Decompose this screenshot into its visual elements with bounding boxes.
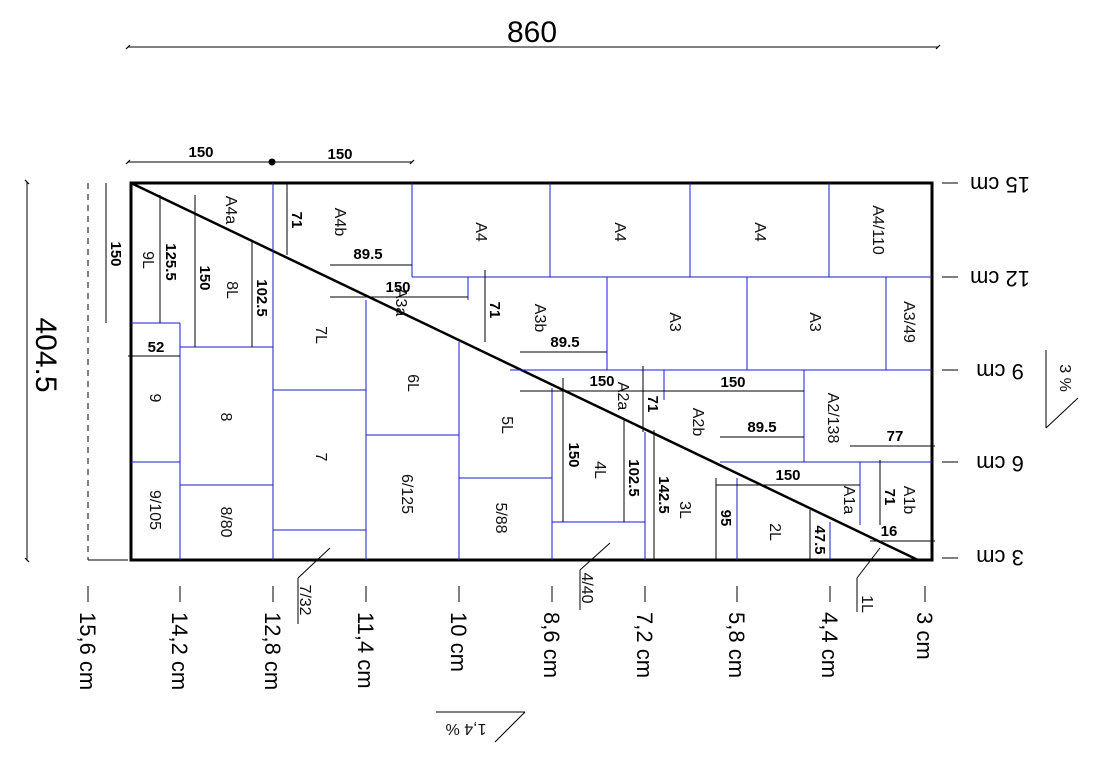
dim-150-f: 150 bbox=[565, 442, 582, 467]
dim-89-5-b: 89.5 bbox=[550, 334, 579, 351]
zone-a4b: A4b bbox=[331, 208, 348, 237]
zone-9l: 9L bbox=[139, 251, 156, 269]
top-dim-2: 150 bbox=[327, 146, 352, 163]
lower-grid bbox=[131, 255, 831, 560]
dim-16: 16 bbox=[881, 523, 898, 540]
level-5-8cm: 5,8 cm bbox=[724, 612, 749, 678]
level-9cm: 9 cm bbox=[976, 359, 1024, 384]
zone-a4-2: A4 bbox=[611, 222, 628, 242]
dim-125-5: 125.5 bbox=[162, 243, 179, 281]
bottom-level-labels: 15,6 cm 14,2 cm 12,8 cm 11,4 cm 10 cm 8,… bbox=[75, 612, 937, 690]
zone-a3-1: A3 bbox=[666, 312, 683, 332]
zone-3l: 3L bbox=[676, 501, 693, 519]
level-4-4cm: 4,4 cm bbox=[817, 612, 842, 678]
zone-a4-1: A4 bbox=[472, 222, 489, 242]
dim-71-c: 71 bbox=[644, 396, 661, 413]
zone-6-125: 6/125 bbox=[398, 474, 415, 514]
dimension-lines bbox=[105, 183, 935, 560]
dim-142-5: 142.5 bbox=[655, 476, 672, 514]
zone-a3-49: A3/49 bbox=[900, 301, 917, 343]
dim-102-5-a: 102.5 bbox=[253, 279, 270, 317]
level-15-6cm: 15,6 cm bbox=[75, 612, 100, 690]
right-level-markers bbox=[942, 182, 958, 559]
dim-71-d: 71 bbox=[881, 489, 898, 506]
level-8-6cm: 8,6 cm bbox=[539, 612, 564, 678]
dim-47-5: 47.5 bbox=[811, 525, 828, 554]
right-level-labels: 15 cm 12 cm 9 cm 6 cm 3 cm bbox=[970, 172, 1030, 570]
zone-2l: 2L bbox=[766, 523, 783, 541]
dim-52: 52 bbox=[148, 339, 165, 356]
bottom-level-markers bbox=[87, 586, 926, 602]
level-3cm: 3 cm bbox=[976, 545, 1024, 570]
level-6cm: 6 cm bbox=[976, 451, 1024, 476]
leader-lines bbox=[297, 542, 881, 624]
dim-89-5-a: 89.5 bbox=[353, 246, 382, 263]
dim-150-e: 150 bbox=[720, 374, 745, 391]
zone-8l: 8L bbox=[223, 281, 240, 299]
zone-9: 9 bbox=[146, 394, 163, 403]
level-10cm: 10 cm bbox=[446, 612, 471, 672]
level-12-8cm: 12,8 cm bbox=[260, 612, 285, 690]
zone-labels: A4a A4b A4 A4 A4 A4/110 A3a A3b A3 A3 A3… bbox=[139, 196, 917, 616]
zone-a3b: A3b bbox=[531, 304, 548, 333]
room-outline bbox=[129, 181, 934, 562]
slope-bottom-label: 1,4 % bbox=[446, 720, 487, 737]
level-15cm: 15 cm bbox=[970, 172, 1030, 197]
dim-150-d: 150 bbox=[589, 373, 614, 390]
zone-8: 8 bbox=[217, 413, 234, 422]
top-dim-1: 150 bbox=[188, 144, 213, 161]
zone-a4-110: A4/110 bbox=[869, 205, 886, 255]
dim-71-a: 71 bbox=[288, 212, 305, 229]
zone-a1b: A1b bbox=[900, 486, 917, 515]
level-12cm: 12 cm bbox=[970, 266, 1030, 291]
overall-height-label: 404.5 bbox=[29, 317, 62, 392]
slope-bottom-diag bbox=[494, 711, 526, 743]
zone-5l: 5L bbox=[498, 416, 515, 434]
zone-a1a: A1a bbox=[840, 486, 857, 515]
slope-right-diag bbox=[1045, 397, 1079, 429]
dim-102-5-b: 102.5 bbox=[625, 459, 642, 497]
zone-a2a: A2a bbox=[614, 382, 631, 411]
dim-95: 95 bbox=[717, 510, 734, 527]
zone-7-32: 7/32 bbox=[296, 584, 313, 615]
zone-4l: 4L bbox=[591, 461, 608, 479]
slope-right-label: 3 % bbox=[1056, 364, 1073, 392]
level-3cm-bottom: 3 cm bbox=[912, 612, 937, 660]
dim-71-b: 71 bbox=[486, 302, 503, 319]
dim-150-b: 150 bbox=[196, 265, 213, 290]
dim-89-5-c: 89.5 bbox=[747, 419, 776, 436]
zone-8-80: 8/80 bbox=[217, 506, 234, 537]
dim-150-g: 150 bbox=[775, 467, 800, 484]
level-14-2cm: 14,2 cm bbox=[167, 612, 192, 690]
dim-150-c: 150 bbox=[385, 279, 410, 296]
dimension-labels: 150 125.5 150 102.5 52 71 89.5 150 71 89… bbox=[107, 212, 903, 555]
zone-7: 7 bbox=[312, 453, 329, 462]
zone-a3-2: A3 bbox=[806, 312, 823, 332]
zone-a4-3: A4 bbox=[751, 222, 768, 242]
zone-4-40: 4/40 bbox=[578, 572, 595, 603]
zone-1l: 1L bbox=[858, 595, 875, 613]
top-dim-dot bbox=[268, 158, 276, 166]
diagonal-line bbox=[130, 181, 919, 562]
zone-a4a: A4a bbox=[222, 196, 239, 225]
zone-a2b: A2b bbox=[689, 408, 706, 437]
dim-150-left: 150 bbox=[107, 241, 124, 266]
overall-width-label: 860 bbox=[507, 16, 557, 49]
dim-77: 77 bbox=[887, 428, 904, 445]
zone-a2-138: A2/138 bbox=[824, 393, 841, 444]
zone-5-88: 5/88 bbox=[492, 502, 509, 533]
zone-7l: 7L bbox=[312, 326, 329, 344]
zone-a3a: A3a bbox=[392, 288, 409, 317]
zone-6l: 6L bbox=[404, 374, 421, 392]
zone-9-105: 9/105 bbox=[146, 490, 163, 530]
level-11-4cm: 11,4 cm bbox=[353, 612, 378, 689]
level-7-2cm: 7,2 cm bbox=[632, 612, 657, 678]
upper-grid bbox=[272, 183, 932, 525]
